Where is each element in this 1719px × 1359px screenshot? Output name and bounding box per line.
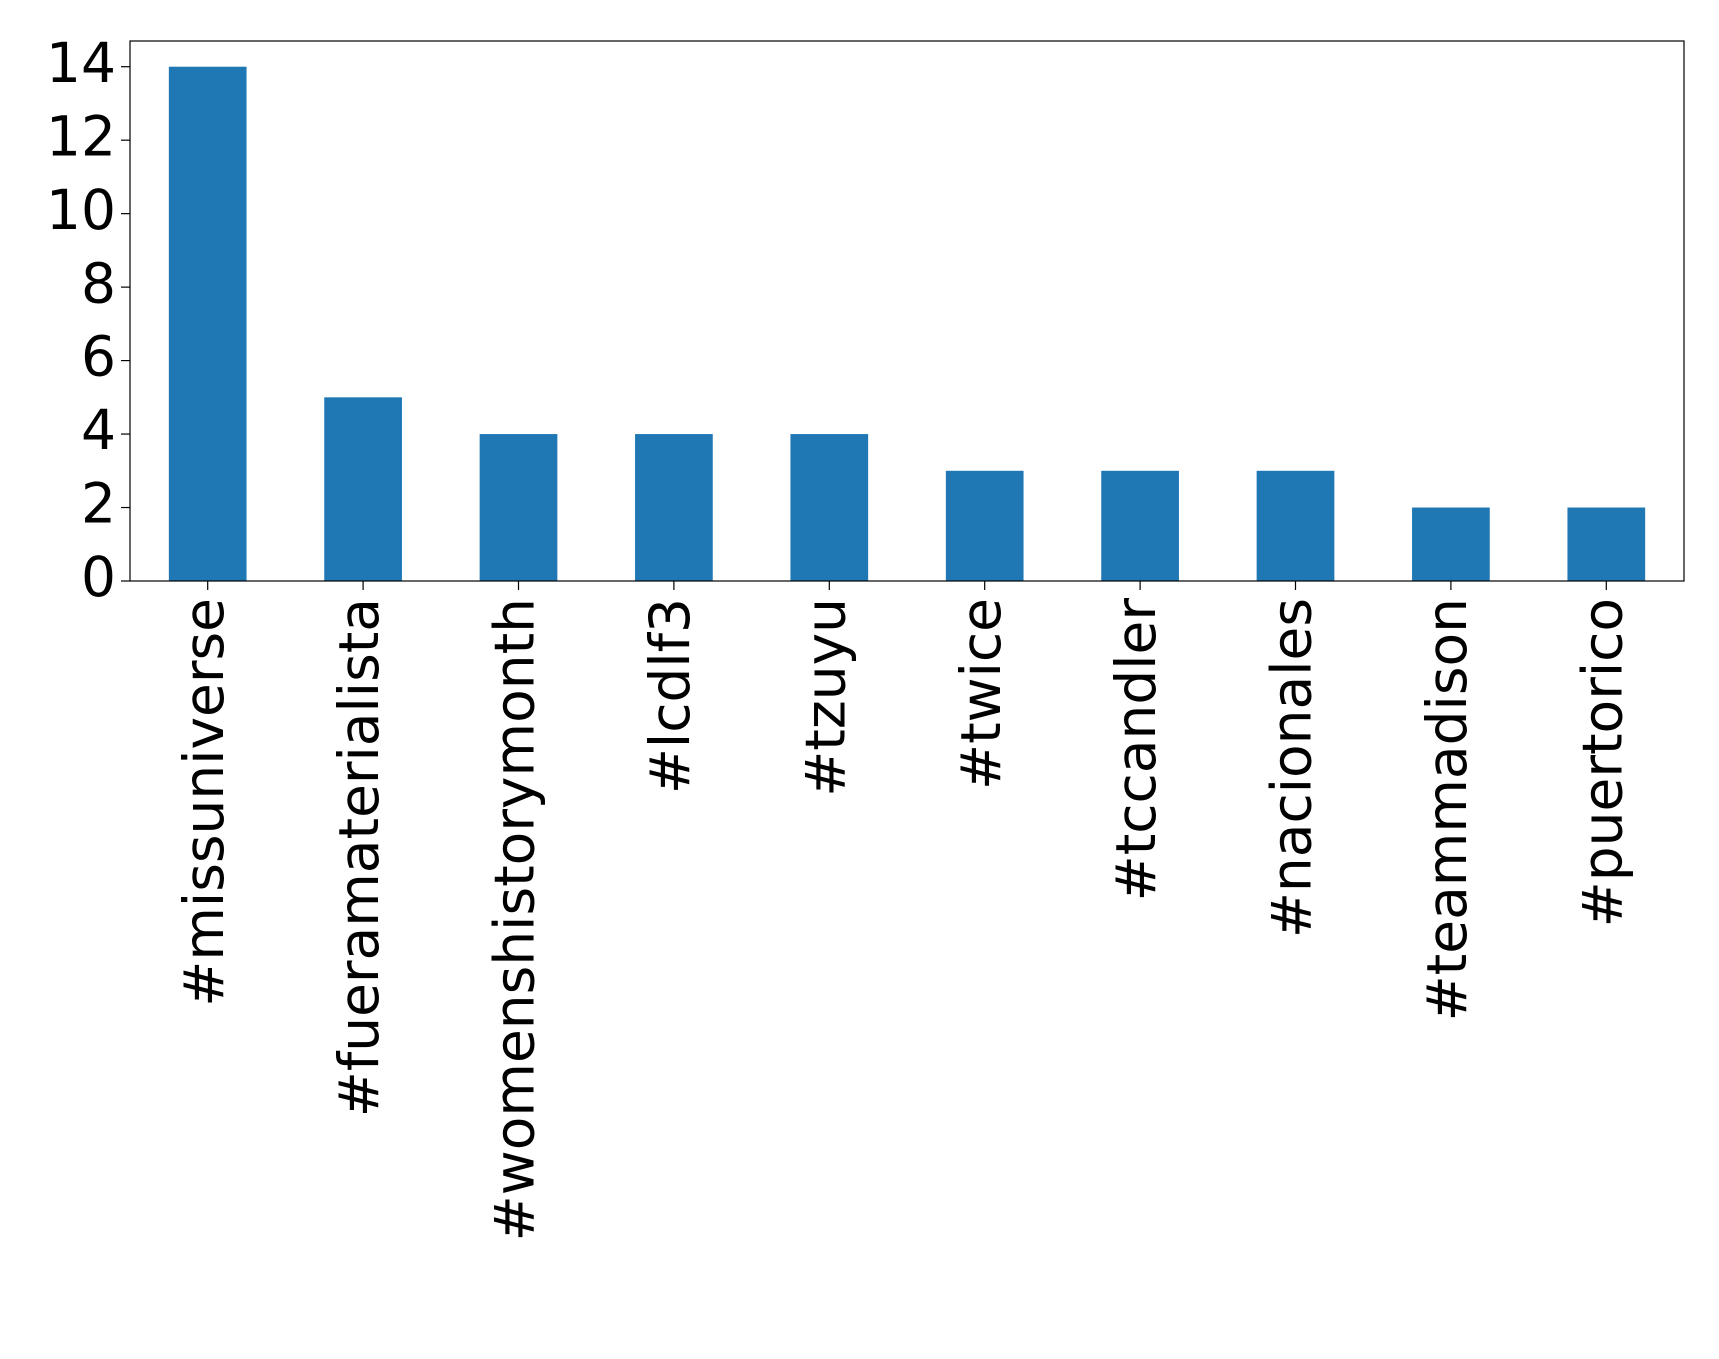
bar [479, 434, 558, 581]
x-tick-label: #tzuyu [793, 598, 857, 797]
y-tick-label: 4 [81, 398, 116, 462]
bar [1256, 470, 1335, 581]
y-tick-label: 14 [46, 31, 116, 95]
y-tick-label: 12 [46, 104, 116, 168]
bar [945, 470, 1024, 581]
x-tick-label: #puertorico [1570, 598, 1634, 927]
bar [1412, 507, 1490, 581]
x-tick-label: #nacionales [1260, 598, 1324, 938]
bar [790, 434, 869, 581]
bar [635, 434, 713, 581]
x-tick-label: #womenshistorymonth [483, 598, 547, 1241]
x-tick-label: #lcdlf3 [638, 598, 702, 794]
bar [1101, 470, 1179, 581]
x-tick-label: #teammadison [1415, 598, 1479, 1021]
y-tick-label: 10 [46, 178, 116, 242]
bar [1567, 507, 1646, 581]
bar [324, 397, 402, 581]
bar [168, 66, 247, 581]
x-tick-label: #twice [949, 598, 1013, 790]
y-tick-label: 0 [81, 545, 116, 609]
x-tick-label: #fueramaterialista [327, 598, 391, 1117]
y-tick-label: 6 [81, 325, 116, 389]
y-tick-label: 8 [81, 251, 116, 315]
x-tick-label: #tccandler [1104, 598, 1168, 902]
plot-frame [129, 40, 1685, 582]
x-tick-label: #missuniverse [172, 598, 236, 1007]
y-tick-label: 2 [81, 472, 116, 536]
